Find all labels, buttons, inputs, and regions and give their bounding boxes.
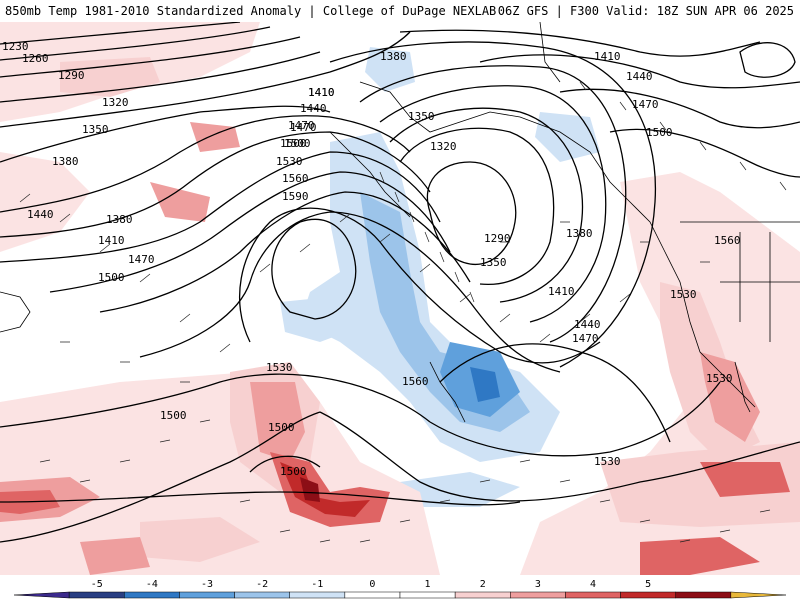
contour-label: 1530 bbox=[266, 361, 293, 374]
color-scale-swatches bbox=[13, 591, 787, 599]
contour-label: 1440 bbox=[300, 102, 327, 115]
color-scale-tick-label: -4 bbox=[146, 579, 158, 590]
height-contours bbox=[0, 22, 800, 543]
color-swatch bbox=[289, 591, 346, 599]
color-scale-tick-label: 5 bbox=[645, 579, 651, 590]
color-scale-tick-label: -3 bbox=[201, 579, 213, 590]
color-scale-tick-label: 0 bbox=[369, 579, 375, 590]
contour-label: 1470 bbox=[632, 98, 659, 111]
color-swatch bbox=[344, 591, 401, 599]
contour-label: 1530 bbox=[670, 288, 697, 301]
contour-label: 1410 bbox=[594, 50, 621, 63]
anomaly-shading bbox=[0, 22, 800, 575]
contour-label: 1440 bbox=[574, 318, 601, 331]
color-scale-tick-label: -1 bbox=[311, 579, 323, 590]
color-swatch bbox=[454, 591, 511, 599]
contour-label: 1560 bbox=[402, 375, 429, 388]
model-run-info: 06Z GFS | F300 Valid: 18Z SUN APR 06 202… bbox=[497, 4, 794, 18]
color-scale-tick-label: -2 bbox=[256, 579, 268, 590]
color-swatch bbox=[675, 591, 732, 599]
contour-label: 1350 bbox=[408, 110, 435, 123]
contour-label: 1380 bbox=[52, 155, 79, 168]
color-swatch bbox=[13, 591, 70, 599]
color-scale-tick-label: 4 bbox=[590, 579, 596, 590]
contour-label: 1500 bbox=[268, 421, 295, 434]
map-title: 850mb Temp 1981-2010 Standardized Anomal… bbox=[5, 4, 497, 18]
contour-label: 1500 bbox=[284, 137, 311, 150]
contour-label: 1410 bbox=[548, 285, 575, 298]
color-scale-tick-label: 2 bbox=[480, 579, 486, 590]
contour-label: 1320 bbox=[102, 96, 129, 109]
color-swatch bbox=[124, 591, 180, 599]
contour-label: 1290 bbox=[58, 69, 85, 82]
contour-label: 1530 bbox=[276, 155, 303, 168]
contour-label: 1470 bbox=[572, 332, 599, 345]
contour-label: 1260 bbox=[22, 52, 49, 65]
color-scale: -5 -4 -3 -2 -1 0 1 2 3 4 5 bbox=[13, 579, 787, 599]
color-swatch bbox=[565, 591, 621, 599]
contour-label: 1320 bbox=[430, 140, 457, 153]
contour-label: 1350 bbox=[480, 256, 507, 269]
contour-label: 1380 bbox=[566, 227, 593, 240]
color-swatch bbox=[399, 591, 456, 599]
color-scale-tick-label: 3 bbox=[535, 579, 541, 590]
color-swatch bbox=[510, 591, 566, 599]
map-header: 850mb Temp 1981-2010 Standardized Anomal… bbox=[0, 0, 800, 22]
contour-label: 1350 bbox=[82, 123, 109, 136]
contour-label: 1440 bbox=[27, 208, 54, 221]
color-swatch bbox=[234, 591, 290, 599]
color-swatch bbox=[179, 591, 235, 599]
contour-label: 1380 bbox=[380, 50, 407, 63]
contour-label: 1500 bbox=[98, 271, 125, 284]
contour-label: 1530 bbox=[706, 372, 733, 385]
color-swatch bbox=[68, 591, 125, 599]
contour-label: 1410 bbox=[308, 86, 335, 99]
contour-label: 1500 bbox=[160, 409, 187, 422]
contour-label: 1500 bbox=[280, 465, 307, 478]
contour-label: 1440 bbox=[626, 70, 653, 83]
contour-label: 1500 bbox=[280, 137, 307, 150]
color-swatch bbox=[730, 591, 787, 599]
color-scale-tick-label: 1 bbox=[425, 579, 431, 590]
contour-label: 1470 bbox=[288, 119, 315, 132]
contour-label: 1560 bbox=[714, 234, 741, 247]
contour-label: 1470 bbox=[290, 121, 317, 134]
color-scale-ticks: -5 -4 -3 -2 -1 0 1 2 3 4 5 bbox=[91, 579, 651, 590]
contour-label: 1500 bbox=[646, 126, 673, 139]
contour-label: 1560 bbox=[282, 172, 309, 185]
contour-label: 1290 bbox=[484, 232, 511, 245]
contour-label: 1590 bbox=[282, 190, 309, 203]
contour-label: 1470 bbox=[128, 253, 155, 266]
anomaly-map: 1230 1260 1290 1320 1350 1380 1440 1410 … bbox=[0, 22, 800, 575]
contour-label: 1410 bbox=[98, 234, 125, 247]
contour-label: 1410 bbox=[308, 86, 335, 99]
color-swatch bbox=[620, 591, 676, 599]
contour-labels: 1230 1260 1290 1320 1350 1380 1440 1410 … bbox=[2, 40, 741, 478]
color-scale-tick-label: -5 bbox=[91, 579, 103, 590]
contour-label: 1230 bbox=[2, 40, 29, 53]
contour-label: 1380 bbox=[106, 213, 133, 226]
wind-barbs bbox=[19, 81, 787, 543]
contour-label: 1530 bbox=[594, 455, 621, 468]
